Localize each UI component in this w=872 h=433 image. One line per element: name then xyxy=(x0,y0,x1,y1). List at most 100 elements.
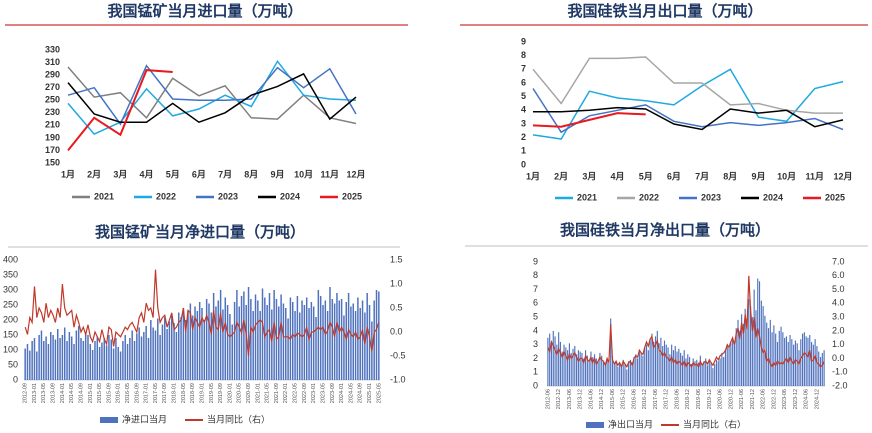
bar xyxy=(73,344,75,380)
y-tick-label: 4 xyxy=(533,325,538,335)
x-tick-label: 2013-06 xyxy=(567,389,573,409)
y-tick-label: 1 xyxy=(521,146,526,156)
bar xyxy=(746,318,748,386)
x-tick-label: 4月 xyxy=(611,171,625,181)
bar xyxy=(80,338,82,380)
x-tick-label: 2013-05 xyxy=(41,383,47,403)
x-tick-label: 2017-09 xyxy=(162,383,168,403)
y-tick-label: 100 xyxy=(3,344,18,354)
bar xyxy=(159,335,161,380)
x-tick-label: 9月 xyxy=(751,171,765,181)
x-tick-label: 2025-05 xyxy=(376,383,382,403)
bar xyxy=(667,347,669,386)
y-tick-label: 6 xyxy=(533,298,538,308)
bar xyxy=(215,306,217,380)
bar xyxy=(126,344,129,380)
y-tick-label: 250 xyxy=(45,95,60,105)
bar xyxy=(741,314,743,386)
bar xyxy=(54,339,57,380)
bar xyxy=(122,341,124,380)
bar xyxy=(685,358,687,386)
bar xyxy=(613,363,615,386)
bar xyxy=(663,340,666,386)
bar xyxy=(766,322,768,386)
bar xyxy=(217,300,220,380)
bar xyxy=(584,350,587,386)
bar xyxy=(40,330,43,380)
bar xyxy=(651,333,653,386)
bar xyxy=(245,305,247,380)
bar xyxy=(203,320,206,380)
bar xyxy=(261,288,264,380)
y-tick-label: 7 xyxy=(533,284,538,294)
legend-label: 2025 xyxy=(825,192,845,202)
bar xyxy=(266,305,268,380)
bar xyxy=(31,341,33,380)
y2-tick-label: -2.0 xyxy=(832,380,848,390)
chart-title: 我国硅铁当月出口量（万吨） xyxy=(567,2,762,20)
x-tick-label: 2022-12 xyxy=(771,389,777,409)
x-tick-label: 2015-01 xyxy=(88,383,94,403)
y-tick-label: 250 xyxy=(3,299,18,309)
bar xyxy=(292,302,294,380)
bar xyxy=(708,359,710,386)
x-tick-label: 12月 xyxy=(346,169,365,179)
bar xyxy=(189,303,192,380)
x-tick-label: 8月 xyxy=(723,171,737,181)
bar xyxy=(565,347,567,386)
bar xyxy=(84,333,87,380)
bar xyxy=(133,341,136,380)
x-tick-label: 2021-05 xyxy=(265,383,271,403)
bar xyxy=(660,337,662,386)
y-tick-label: 5 xyxy=(533,311,538,321)
y2-tick-label: 2.0 xyxy=(832,325,845,335)
bar xyxy=(683,350,685,386)
bar xyxy=(595,358,597,386)
bar xyxy=(47,344,50,380)
x-tick-label: 2015-09 xyxy=(106,383,112,403)
y-tick-label: 9 xyxy=(521,36,526,46)
bar xyxy=(701,363,703,386)
series-line xyxy=(67,66,357,125)
bar xyxy=(59,338,61,380)
y2-tick-label: 4.0 xyxy=(832,298,845,308)
bar xyxy=(66,341,68,380)
bar xyxy=(602,361,605,386)
x-tick-label: 2018-05 xyxy=(181,383,187,403)
bar xyxy=(744,308,746,386)
bar xyxy=(138,327,140,380)
y-tick-label: 190 xyxy=(45,132,60,142)
bar xyxy=(198,302,201,380)
bar xyxy=(681,355,683,386)
x-tick-label: 2024-06 xyxy=(804,389,810,409)
bar xyxy=(296,296,299,380)
bar xyxy=(164,317,166,380)
bar xyxy=(173,323,175,380)
x-tick-label: 2015-05 xyxy=(97,383,103,403)
bar xyxy=(812,344,814,386)
x-tick-label: 6月 xyxy=(192,169,206,179)
bar xyxy=(56,329,59,380)
bar xyxy=(24,348,26,380)
bar xyxy=(794,340,796,386)
bar xyxy=(572,348,574,386)
x-tick-label: 2024-01 xyxy=(339,383,345,403)
bar xyxy=(558,332,560,386)
x-tick-label: 2月 xyxy=(554,171,568,181)
bar xyxy=(340,299,343,380)
bar xyxy=(89,344,92,380)
bar xyxy=(161,324,164,380)
x-tick-label: 2023-12 xyxy=(793,389,799,409)
series-line xyxy=(24,269,380,357)
x-tick-label: 12月 xyxy=(833,171,852,181)
x-tick-label: 5月 xyxy=(639,171,653,181)
bar xyxy=(224,297,227,380)
x-tick-label: 2018-12 xyxy=(685,389,691,409)
y2-tick-label: 5.0 xyxy=(832,284,845,294)
bar xyxy=(208,303,210,380)
legend-label: 当月同比（右） xyxy=(683,418,746,429)
bar xyxy=(201,308,203,380)
y-tick-label: 3 xyxy=(533,339,538,349)
bar xyxy=(699,355,701,386)
bar xyxy=(703,361,705,386)
